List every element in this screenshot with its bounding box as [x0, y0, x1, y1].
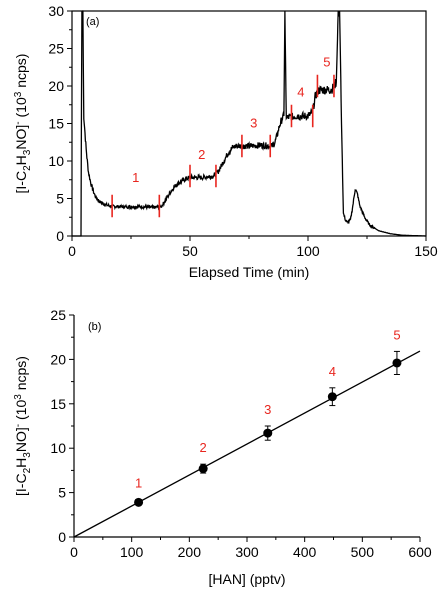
panel-b-point-label: 2	[200, 440, 207, 455]
panel-b-data-points: 1 2 3 4 5	[134, 327, 402, 507]
panel-b-y-tick-label: 20	[50, 351, 66, 367]
panel-b-data-point	[392, 358, 402, 368]
panel-a-y-axis-label: [I-C2H3NO]- (103 ncps)	[13, 54, 33, 194]
panel-b-x-tick-label: 300	[235, 544, 259, 560]
panel-a-y-tick-label: 20	[48, 78, 64, 94]
panel-b-fit-line	[73, 350, 421, 538]
panel-b-label: (b)	[88, 321, 101, 333]
panel-a-segment-label: 4	[297, 85, 304, 100]
panel-a-y-tick-label: 15	[48, 116, 64, 132]
panel-b-x-tick-label: 200	[178, 544, 202, 560]
panel-a-segment-label: 5	[323, 55, 330, 70]
panel-a-segment-label: 1	[132, 170, 139, 185]
panel-a-x-tick-label: 50	[182, 243, 198, 259]
panel-a-segment-label: 3	[250, 115, 257, 130]
panel-b-y-tick-label: 0	[58, 529, 66, 545]
panel-b-point-label: 1	[135, 476, 142, 491]
panel-b-y-tick-label: 5	[58, 485, 66, 501]
panel-a-label: (a)	[86, 16, 99, 28]
panel-a-segment-label: 2	[198, 147, 205, 162]
panel-b-point-label: 5	[393, 327, 400, 342]
panel-a: 0 50 100 150 0 5 10 15 20 25 30 1 2 3 4 5 (a) Elapsed …	[13, 3, 438, 280]
panel-b-point-label: 3	[264, 402, 271, 417]
panel-a-x-axis-label: Elapsed Time (min)	[189, 264, 310, 280]
panel-a-x-tick-label: 100	[296, 243, 320, 259]
panel-b-data-point	[198, 464, 208, 474]
panel-b-x-tick-label: 500	[351, 544, 375, 560]
panel-b-point-label: 4	[329, 364, 336, 379]
panel-a-x-tick-label: 0	[68, 243, 76, 259]
panel-a-plot-frame	[71, 10, 427, 237]
panel-b-x-tick-label: 100	[120, 544, 144, 560]
panel-b-x-axis-label: [HAN] (pptv)	[208, 571, 285, 587]
panel-a-y-tick-label: 30	[48, 3, 64, 19]
panel-b-data-point	[134, 497, 144, 507]
panel-a-y-tick-label: 5	[56, 191, 64, 207]
panel-b-x-tick-label: 600	[408, 544, 432, 560]
panel-b-y-axis-label: [I-C2H3NO]- (103 ncps)	[13, 356, 33, 496]
panel-b-data-point	[327, 392, 337, 402]
panel-a-segment-markers: 1 2 3 4 5	[111, 55, 335, 218]
panel-b-data-point	[263, 428, 273, 438]
panel-a-y-tick-label: 25	[48, 41, 64, 57]
panel-b-y-tick-label: 25	[50, 307, 66, 323]
panel-a-signal-trace	[72, 10, 426, 237]
panel-b-y-tick-label: 10	[50, 440, 66, 456]
panel-a-x-tick-label: 150	[414, 243, 438, 259]
panel-b-y-tick-label: 15	[50, 396, 66, 412]
panel-b-x-tick-label: 400	[293, 544, 317, 560]
panel-a-y-tick-label: 0	[56, 228, 64, 244]
panel-b-x-tick-label: 0	[70, 544, 78, 560]
panel-a-y-tick-label: 10	[48, 153, 64, 169]
